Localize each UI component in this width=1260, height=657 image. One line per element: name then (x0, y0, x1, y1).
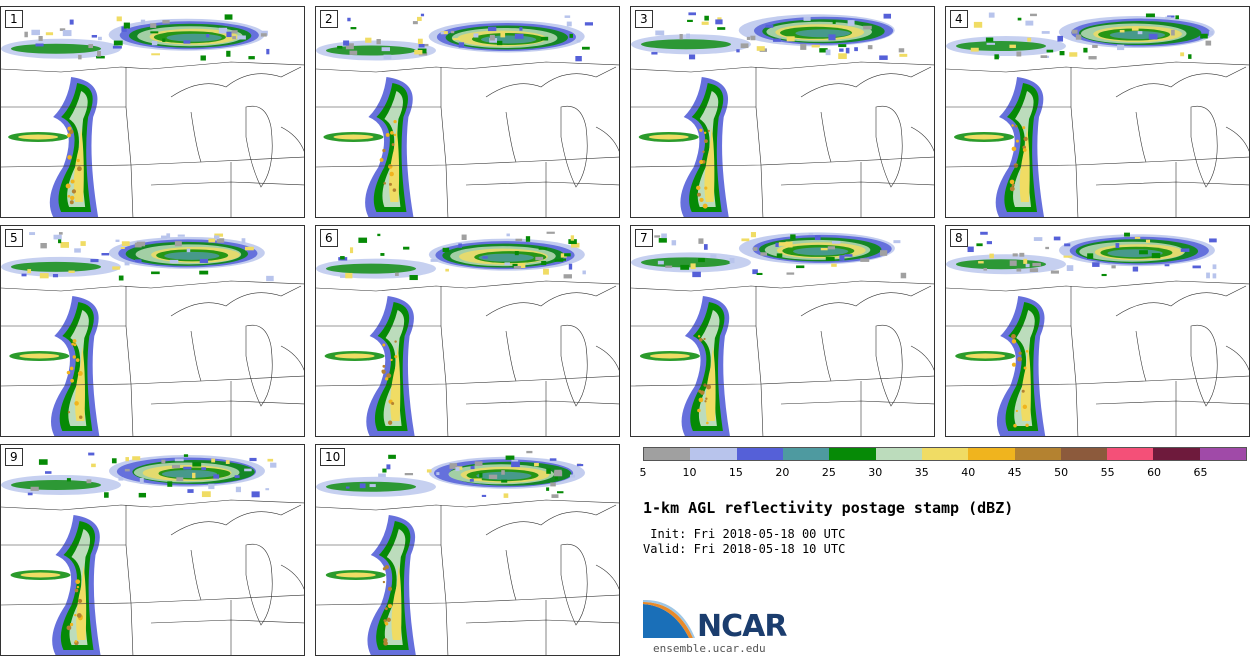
colorbar-segment (1014, 448, 1061, 460)
ensemble-member-panel: 4 (945, 6, 1250, 218)
colorbar-tick-label: 65 (1193, 466, 1208, 479)
colorbar-segment (1107, 448, 1154, 460)
ensemble-member-panel: 7 (630, 225, 935, 437)
colorbar-segment (875, 448, 922, 460)
ensemble-member-panel: 2 (315, 6, 620, 218)
logo-text: NCAR (697, 609, 787, 644)
colorbar-segment (921, 448, 969, 460)
member-label: 6 (320, 229, 338, 247)
ensemble-member-panel: 5 (0, 225, 305, 437)
reflectivity-map (316, 450, 619, 655)
ensemble-member-panel: 3 (630, 6, 935, 218)
colorbar-segment (1199, 448, 1247, 460)
reflectivity-map (946, 231, 1249, 436)
colorbar-tick-label: 25 (821, 466, 836, 479)
colorbar-tick-label: 20 (775, 466, 790, 479)
member-label: 10 (320, 448, 346, 466)
colorbar-segment (644, 448, 691, 460)
colorbar-segment (1153, 448, 1200, 460)
colorbar-tick-label: 15 (728, 466, 743, 479)
reflectivity-map (1, 14, 304, 217)
member-label: 2 (320, 10, 338, 28)
colorbar-tick-label: 35 (914, 466, 929, 479)
colorbar-segment (1060, 448, 1108, 460)
member-label: 5 (5, 229, 23, 247)
logo-url: ensemble.ucar.edu (653, 642, 766, 655)
member-label: 3 (635, 10, 653, 28)
member-label: 1 (5, 10, 23, 28)
colorbar-tick-label: 45 (1007, 466, 1022, 479)
reflectivity-map (946, 12, 1249, 217)
reflectivity-map (1, 452, 304, 655)
colorbar-segment (782, 448, 830, 460)
ensemble-member-panel: 10 (315, 444, 620, 656)
colorbar-tick-label: 55 (1100, 466, 1115, 479)
ensemble-member-panel: 6 (315, 225, 620, 437)
colorbar-tick-label: 60 (1147, 466, 1162, 479)
plot-title: 1-km AGL reflectivity postage stamp (dBZ… (643, 499, 1014, 517)
ensemble-member-panel: 1 (0, 6, 305, 218)
reflectivity-map (631, 232, 934, 436)
colorbar-segment (829, 448, 876, 460)
colorbar-tick-label: 30 (868, 466, 883, 479)
colorbar-tick-label: 10 (682, 466, 697, 479)
colorbar-tick-label: 40 (961, 466, 976, 479)
init-time: Init: Fri 2018-05-18 00 UTC (643, 527, 846, 541)
member-label: 8 (950, 229, 968, 247)
colorbar-segment (690, 448, 737, 460)
reflectivity-map (316, 231, 619, 436)
colorbar-tick-label: 5 (639, 466, 647, 479)
reflectivity-map (1, 232, 304, 436)
member-label: 4 (950, 10, 968, 28)
member-label: 7 (635, 229, 653, 247)
reflectivity-map (631, 12, 934, 217)
colorbar-tick-label: 50 (1054, 466, 1069, 479)
colorbar-segment (736, 448, 783, 460)
colorbar (643, 447, 1247, 461)
member-label: 9 (5, 448, 23, 466)
reflectivity-map (316, 13, 619, 217)
ncar-logo-icon (643, 600, 695, 638)
ensemble-member-panel: 8 (945, 225, 1250, 437)
valid-time: Valid: Fri 2018-05-18 10 UTC (643, 542, 846, 556)
colorbar-segment (968, 448, 1015, 460)
ensemble-member-panel: 9 (0, 444, 305, 656)
